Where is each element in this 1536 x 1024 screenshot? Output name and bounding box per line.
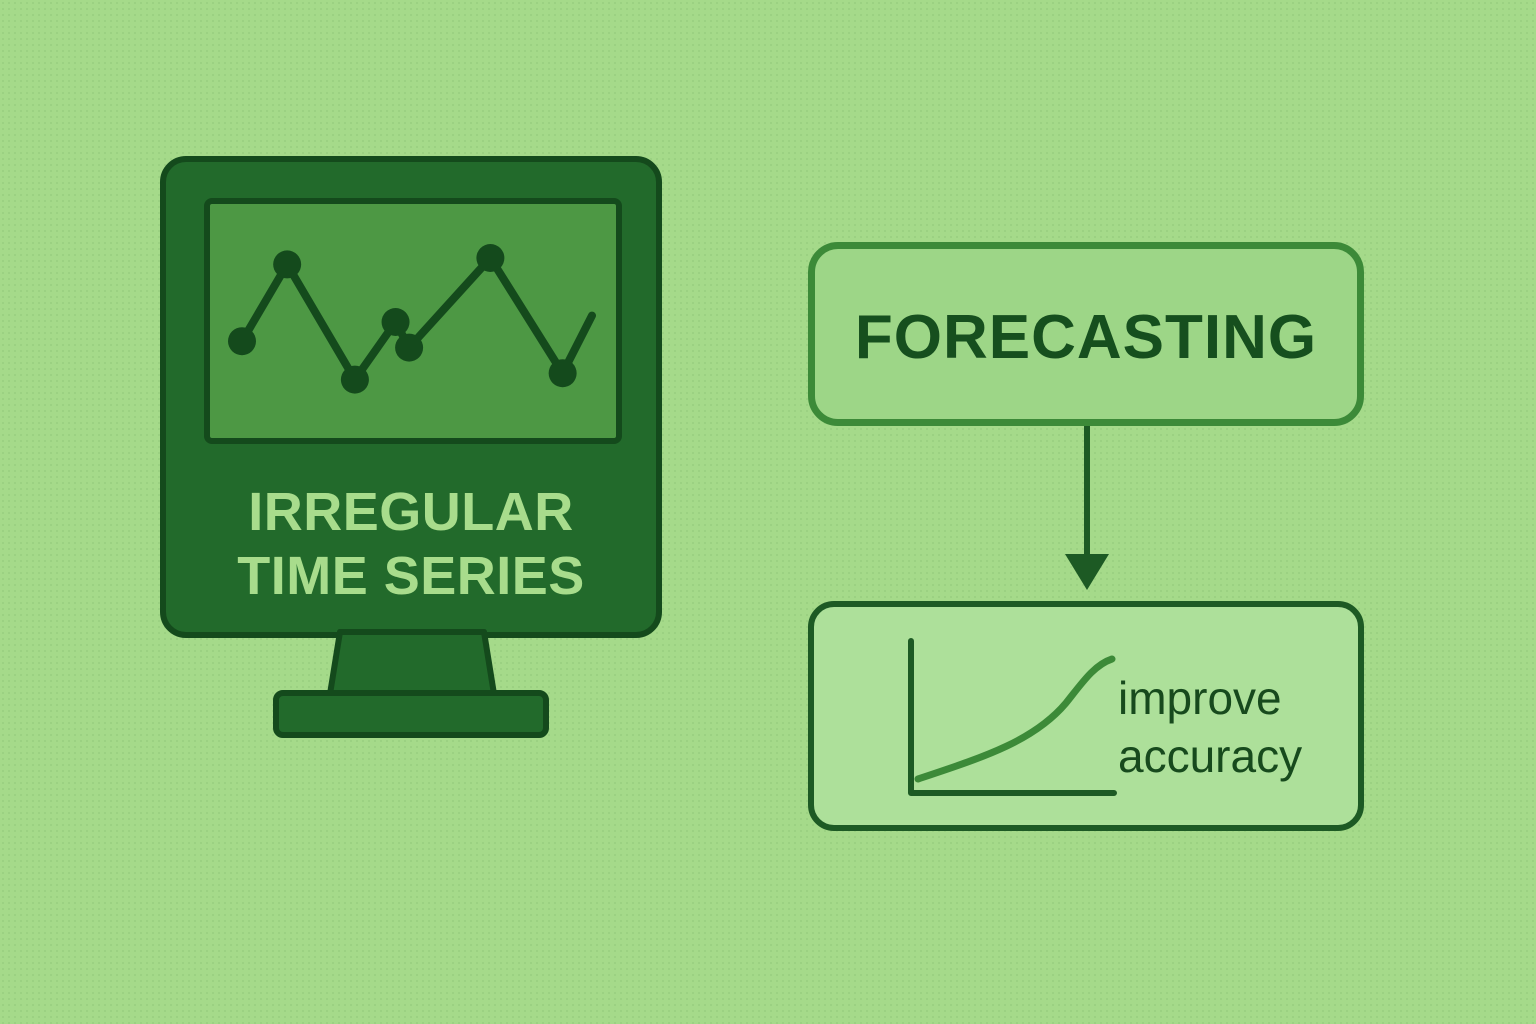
sparkline-markers [228,244,577,394]
monitor-label: IRREGULAR TIME SERIES [166,480,656,608]
sparkline-point [340,365,369,394]
sparkline-point [548,359,577,388]
accuracy-text-line2: accuracy [1118,730,1303,782]
sparkline-series-line [238,254,596,384]
accuracy-text-line1: improve [1118,672,1282,724]
sparkline-point [381,308,410,336]
forecasting-box: FORECASTING [808,242,1364,426]
forecasting-title: FORECASTING [854,303,1318,372]
growth-curve-icon [908,638,1117,796]
monitor-illustration: IRREGULAR TIME SERIES [160,156,662,638]
sparkline-point [273,250,302,279]
down-arrow-icon [1065,426,1109,590]
sparkline-point [228,327,256,356]
accuracy-box: improve accuracy [808,601,1364,831]
monitor-label-line2: TIME SERIES [237,546,585,606]
monitor-stand-base [273,690,549,738]
sparkline-point [395,333,424,362]
accuracy-text: improve accuracy [1118,669,1302,785]
monitor-label-line1: IRREGULAR [248,482,574,542]
sparkline-chart [228,244,596,394]
monitor-screen [204,198,622,444]
sparkline-point [476,244,505,272]
